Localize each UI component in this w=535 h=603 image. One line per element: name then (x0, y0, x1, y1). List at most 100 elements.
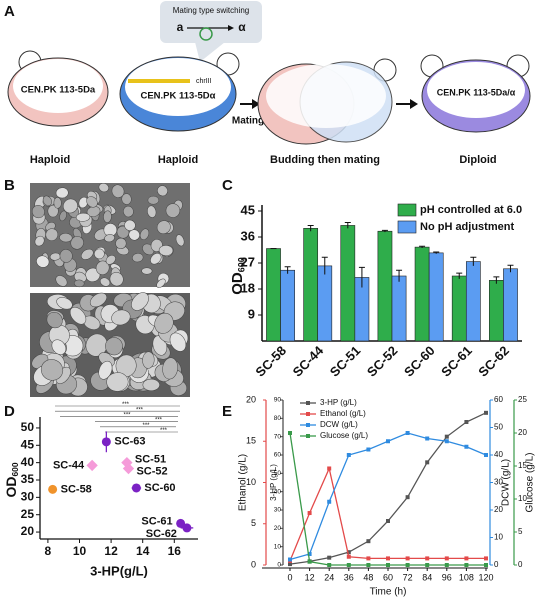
error-bar (381, 229, 388, 233)
arrow-label: Mating (232, 116, 264, 127)
cell-blob (40, 359, 64, 381)
cell-blob (53, 197, 62, 209)
point (346, 453, 351, 457)
legend-swatch (397, 203, 417, 217)
y-tick-label: 50 (21, 420, 35, 434)
y-tick-label: 30 (494, 478, 503, 487)
x-tick-label: 0 (287, 572, 292, 582)
y-tick-label: 20 (21, 524, 35, 538)
y-axis-label-sub: 600 (10, 462, 20, 476)
bar (303, 228, 319, 342)
cell-blob (154, 312, 174, 334)
stage-label: Budding then mating (270, 154, 380, 166)
x-tick-label: SC-58 (252, 343, 289, 380)
cell-blob (89, 292, 107, 308)
y-tick-label: 0 (251, 559, 256, 569)
cell-blob (105, 254, 116, 265)
point (444, 556, 449, 561)
cell-blob (46, 311, 63, 329)
point (307, 559, 312, 564)
cell-blob (156, 278, 166, 288)
y-tick-label: 60 (274, 452, 282, 459)
point (366, 563, 371, 567)
cell-blob (69, 306, 87, 325)
legend-label: 3-HP (g/L) (320, 398, 357, 407)
point (464, 563, 469, 567)
y-tick-label: 0 (277, 562, 281, 569)
significance-label: *** (136, 407, 144, 413)
bar (465, 261, 481, 342)
cell-blob (34, 235, 45, 247)
bar (340, 225, 356, 342)
callout (195, 42, 225, 62)
cell-blob (31, 205, 45, 219)
switch-to: α (238, 20, 246, 34)
diagram: Mating type switching a α CEN.PK 113-5Da… (7, 1, 531, 166)
point (484, 453, 488, 457)
point (464, 444, 469, 449)
x-tick-label: SC-51 (327, 343, 364, 380)
plasmid (199, 27, 213, 41)
point (288, 557, 292, 562)
y-tick-label: 20 (274, 525, 282, 532)
y-tick-label: 80 (274, 415, 282, 422)
y-tick-label: 70 (274, 433, 282, 440)
y-tick-label: 35 (21, 472, 35, 486)
legend-marker (306, 401, 310, 405)
cell-blob (175, 234, 185, 247)
cell-blob (94, 248, 105, 260)
y-tick-label: 20 (518, 428, 527, 437)
cell-blob (156, 220, 171, 235)
point (484, 563, 488, 567)
x-tick-label: SC-61 (438, 343, 475, 380)
cell-blob (103, 210, 112, 223)
point-label: SC-61 (141, 515, 172, 527)
cell-blob (98, 360, 113, 380)
point (307, 511, 312, 516)
panel-label: E (222, 403, 232, 420)
x-tick-label: SC-44 (290, 342, 327, 379)
cell-blob (147, 195, 160, 205)
y-tick-label: 36 (241, 228, 255, 243)
legend-label: Ethanol (g/L) (320, 409, 366, 418)
cell-inner (125, 58, 231, 116)
legend-swatch (397, 220, 417, 234)
series-line (289, 466, 486, 562)
y-axis-label: DCW (g/L) (501, 459, 512, 506)
point (444, 434, 449, 439)
bar (428, 252, 444, 342)
y-tick-label: 30 (21, 490, 35, 504)
y-axis-label: 3-HP (g/L) (269, 464, 278, 501)
arrowhead (410, 99, 418, 109)
y-axis-label-sub: 600 (237, 257, 247, 272)
error-bar (396, 269, 403, 282)
cell-blob (42, 195, 53, 206)
panel-label: B (4, 177, 15, 194)
y-tick-label: 45 (241, 202, 255, 217)
x-tick-label: 96 (442, 572, 452, 582)
point-label: SC-58 (61, 483, 92, 495)
point (484, 410, 488, 415)
series-line (289, 432, 486, 566)
y-tick-label: 45 (21, 437, 35, 451)
point (386, 556, 390, 561)
x-tick-label: 10 (73, 544, 87, 558)
cell-blob (123, 205, 134, 218)
point (386, 563, 390, 567)
error-bar (307, 224, 314, 232)
cell-blob (124, 219, 136, 231)
y-tick-label: 10 (494, 533, 503, 542)
y-tick-label: 5 (251, 518, 256, 528)
point (176, 518, 186, 528)
cell-blob (99, 277, 111, 287)
cell-blob (121, 193, 132, 205)
cell-inner (13, 59, 103, 113)
bar (391, 275, 407, 342)
point (346, 554, 351, 559)
y-axis-label-text: OD (3, 476, 19, 497)
x-tick-label: 24 (324, 572, 334, 582)
point (346, 550, 351, 555)
switch-box (160, 1, 262, 43)
cell-blob (56, 297, 73, 310)
y-tick-label: 0 (494, 560, 499, 569)
